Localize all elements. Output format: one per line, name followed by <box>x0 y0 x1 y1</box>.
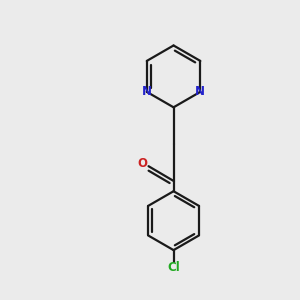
Text: Cl: Cl <box>167 261 180 274</box>
Text: O: O <box>137 157 147 170</box>
Text: N: N <box>195 85 205 98</box>
Text: N: N <box>142 85 152 98</box>
